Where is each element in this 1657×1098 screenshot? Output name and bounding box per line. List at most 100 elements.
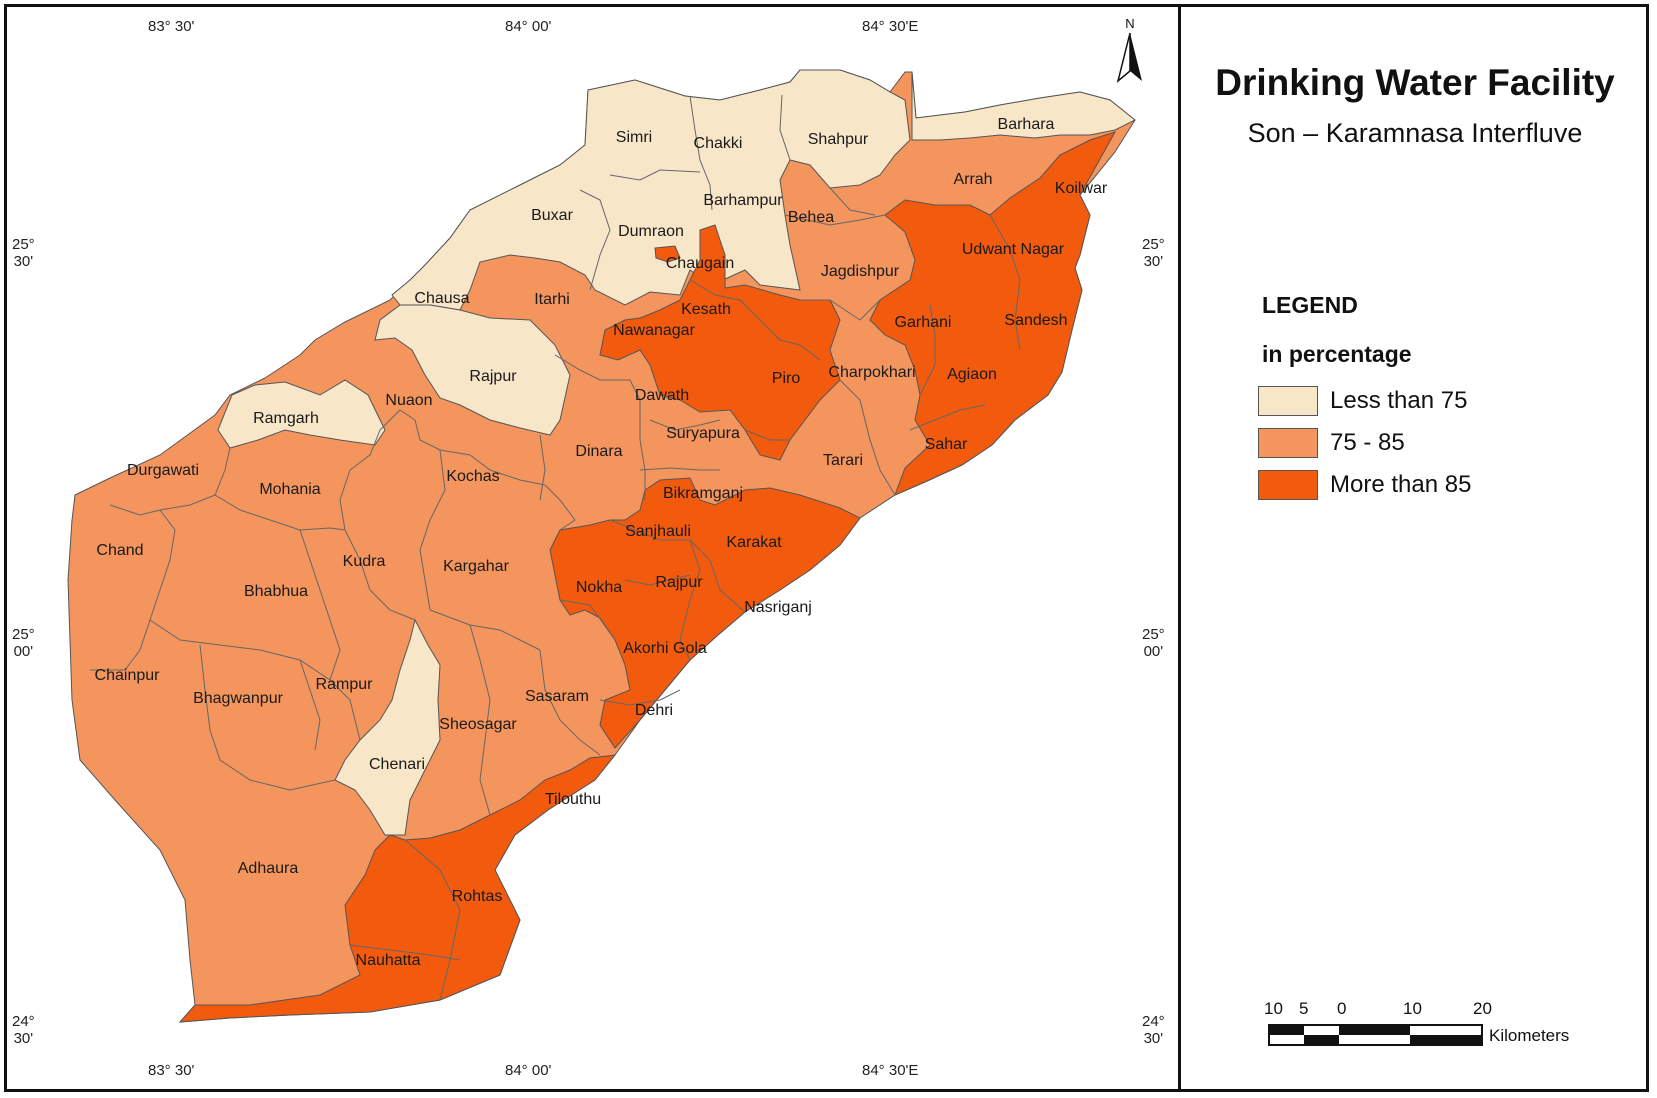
label-block: Kargahar: [443, 558, 509, 575]
region-barhara-low: [911, 71, 1136, 141]
scale-tick-label: 0: [1337, 999, 1347, 1018]
region-rajpur-low: [374, 304, 571, 436]
left-tick-label: 24° 30': [12, 1013, 35, 1047]
label-block: Itarhi: [534, 291, 570, 308]
label-block: Arrah: [953, 171, 992, 188]
label-block: Piro: [772, 370, 801, 387]
label-block: Charpokhari: [828, 364, 915, 381]
label-block: Chand: [96, 542, 143, 559]
scale-tick-label: 5: [1299, 999, 1309, 1018]
label-block: Rohtas: [452, 888, 503, 905]
map-title: Drinking Water Facility: [1215, 62, 1615, 103]
label-block: Bikramganj: [663, 485, 743, 502]
label-block: Rajpur: [469, 368, 517, 385]
label-block: Bhabhua: [244, 583, 308, 600]
label-block: Adhaura: [238, 860, 299, 877]
legend-title: LEGEND: [1262, 292, 1358, 318]
map-frame: [4, 4, 1649, 1092]
label-block: Rampur: [316, 676, 374, 693]
label-block: Kochas: [446, 468, 499, 485]
map-subtitle: Son – Karamnasa Interfluve: [1247, 118, 1583, 148]
label-block: Akorhi Gola: [623, 640, 707, 657]
label-block: Ramgarh: [253, 410, 319, 427]
label-block: Nuaon: [385, 392, 432, 409]
region-south-central-high: [549, 477, 861, 749]
right-tick-label: 24° 30': [1142, 1013, 1165, 1047]
legend-subtitle: in percentage: [1262, 341, 1412, 367]
district-map: Simri Chakki Shahpur Barhara Buxar Dumra…: [67, 69, 1136, 1023]
label-block: Rajpur: [655, 574, 703, 591]
label-block: Dumraon: [618, 223, 684, 240]
left-tick-label: 25° 30': [12, 236, 35, 270]
scale-unit: Kilometers: [1489, 1026, 1570, 1045]
legend-label: More than 85: [1330, 471, 1472, 498]
panel-divider: [1178, 4, 1181, 1092]
label-block: Sahar: [925, 436, 968, 453]
label-block: Agiaon: [947, 366, 997, 383]
block-boundaries: [90, 94, 1021, 1001]
label-block: Kudra: [343, 553, 386, 570]
legend-item: Less than 75: [1258, 385, 1467, 417]
label-block: Chausa: [414, 290, 469, 307]
label-block: Bhagwanpur: [193, 690, 284, 707]
label-block: Chaugain: [666, 255, 735, 272]
label-block: Chenari: [369, 756, 425, 773]
region-east-high: [869, 131, 1117, 496]
label-block: Buxar: [531, 207, 573, 224]
label-block: Nauhatta: [356, 952, 421, 969]
place-labels: Simri Chakki Shahpur Barhara Buxar Dumra…: [95, 116, 1108, 969]
label-block: Dehri: [635, 702, 673, 719]
label-block: Behea: [788, 209, 834, 226]
north-arrow-icon: [1116, 32, 1142, 84]
top-tick-label: 83° 30': [148, 18, 195, 35]
scale-tick-label: 10: [1264, 999, 1283, 1018]
right-tick-label: 25° 00': [1142, 626, 1165, 660]
label-block: Mohania: [259, 481, 320, 498]
scale-tick-label: 10: [1403, 999, 1422, 1018]
legend-label: 75 - 85: [1330, 429, 1405, 456]
label-block: Chainpur: [95, 667, 161, 684]
label-block: Sandesh: [1004, 312, 1067, 329]
label-block: Chakki: [694, 135, 743, 152]
scale-bar: [1268, 1024, 1483, 1046]
label-block: Nokha: [576, 579, 622, 596]
bottom-tick-label: 83° 30': [148, 1062, 195, 1079]
label-block: Simri: [616, 129, 652, 146]
label-block: Karakat: [726, 534, 782, 551]
legend-item: More than 85: [1258, 469, 1471, 501]
label-block: Kesath: [681, 301, 731, 318]
top-tick-label: 84° 30'E: [862, 18, 919, 35]
region-chenari-low: [334, 618, 441, 836]
region-southeast-high: [178, 754, 617, 1023]
label-block: Suryapura: [666, 425, 740, 442]
left-tick-label: 25° 00': [12, 626, 35, 660]
legend-label: Less than 75: [1330, 387, 1468, 414]
north-arrow: N: [1116, 16, 1144, 88]
label-block: Dawath: [635, 387, 689, 404]
bottom-tick-label: 84° 00': [505, 1062, 552, 1079]
label-block: Barhara: [998, 116, 1055, 133]
legend-item: 75 - 85: [1258, 427, 1405, 459]
label-block: Shahpur: [808, 131, 869, 148]
label-block: Jagdishpur: [821, 263, 900, 280]
legend-swatch: [1258, 428, 1318, 458]
legend-swatch: [1258, 470, 1318, 500]
top-tick-label: 84° 00': [505, 18, 552, 35]
label-block: Tilouthu: [545, 791, 601, 808]
label-block: Dinara: [575, 443, 622, 460]
label-block: Garhani: [895, 314, 952, 331]
scale-tick-label: 20: [1473, 999, 1492, 1018]
label-block: Koilwar: [1055, 180, 1108, 197]
right-tick-label: 25° 30': [1142, 236, 1165, 270]
legend-swatch: [1258, 386, 1318, 416]
region-ramgarh-low: [217, 379, 386, 449]
label-block: Durgawati: [127, 462, 199, 479]
region-chaugain-bit: [654, 245, 681, 263]
label-block: Barhampur: [703, 192, 783, 209]
label-block: Tarari: [823, 452, 863, 469]
label-block: Udwant Nagar: [962, 241, 1065, 258]
north-label: N: [1125, 16, 1135, 31]
label-block: Sanjhauli: [625, 523, 691, 540]
label-block: Sasaram: [525, 688, 589, 705]
label-block: Sheosagar: [439, 716, 517, 733]
